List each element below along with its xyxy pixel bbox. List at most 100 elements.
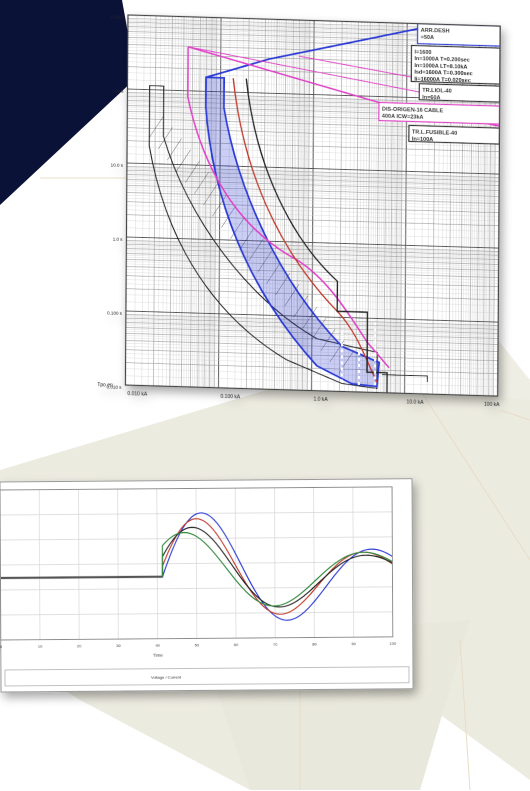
grid-line-v-minor [251, 18, 255, 389]
grid-line-v-minor [388, 22, 392, 393]
grid-line-h-minor [127, 135, 500, 148]
wave-grid-line-h [0, 561, 393, 566]
wave-x-tick-label: 50 [195, 642, 200, 647]
tcc-hatch [176, 149, 191, 172]
grid-line-v-minor [364, 22, 368, 393]
wave-x-tick-label: 90 [351, 641, 356, 646]
grid-line-h-minor [126, 283, 499, 296]
grid-line-v [274, 19, 278, 390]
grid-line-v-minor [396, 23, 400, 394]
grid-line-v-minor [361, 22, 365, 393]
grid-line-h-minor [126, 261, 499, 273]
grid-line-h-minor [126, 249, 499, 262]
tcc-curve-black-right [245, 78, 388, 393]
tcc-legend-line: 400A ICW=23kA [382, 114, 424, 121]
grid-line-v [169, 16, 173, 387]
tcc-y-tick-label: 1000 s [110, 14, 124, 19]
grid-line-h [126, 258, 499, 271]
waveform-x-axis: 0 10 20 30 40 50 60 70 80 90 100 [0, 641, 397, 649]
grid-line-v-minor [265, 19, 269, 390]
tcc-x-tick-label: 0.100 kA [220, 394, 240, 401]
grid-line-v [190, 16, 194, 387]
waveform-caption: Voltage / Current [151, 675, 182, 680]
grid-line-v [400, 23, 404, 394]
tcc-curve-red [232, 78, 378, 383]
grid-line-v-minor [202, 17, 206, 388]
wave-x-tick-label: 100 [389, 641, 396, 646]
tcc-hatch [158, 127, 173, 149]
tcc-y-tick-label: 0.010 s [107, 384, 123, 389]
grid-line-h [126, 214, 499, 227]
grid-line-v-minor [195, 17, 199, 388]
tcc-legend-line: Ii=16000A T=0.020sec [414, 77, 471, 85]
grid-line-v-minor [392, 22, 396, 393]
grid-line-v [395, 23, 399, 394]
tcc-hatch [185, 160, 200, 183]
grid-line-h-minor [125, 375, 498, 388]
grid-line-h [126, 275, 499, 288]
wave-grid-line-h [0, 586, 393, 591]
grid-line-v [339, 21, 343, 392]
waveform-curves [0, 512, 393, 621]
grid-line-h [127, 140, 500, 153]
tcc-legend-line: In=60A [422, 95, 440, 102]
tcc-hatch [149, 115, 164, 138]
tcc-x-tick-label: 0.010 kA [127, 391, 147, 398]
grid-line-h-minor [126, 272, 499, 284]
tcc-hatch [203, 183, 218, 206]
grid-line-h-minor [126, 167, 500, 179]
grid-line-h-minor [126, 255, 499, 267]
waveform-x-label: Time [153, 653, 163, 658]
grid-line-h-minor [126, 227, 499, 240]
grid-line-h-minor [125, 368, 498, 380]
tcc-y-tick-label: 1.0 s [113, 237, 124, 242]
grid-line-v-minor [271, 19, 275, 390]
grid-line-h-minor [126, 187, 500, 199]
wave-x-tick-label: 30 [116, 643, 121, 648]
tcc-legend-line: ARR.DESH [421, 28, 450, 35]
grid-line-h-minor [126, 245, 499, 257]
grid-line-h-minor [126, 241, 499, 253]
grid-line-v [283, 19, 287, 390]
wave-series-line [0, 512, 393, 621]
tcc-legend-line: In=1000A T=0.200sec [414, 56, 469, 64]
tcc-legend-line: In=1000A LT=8.10kA [414, 63, 467, 71]
grid-line-v-minor [134, 15, 138, 386]
tcc-hatch [194, 172, 209, 194]
grid-line-v-minor [327, 21, 331, 392]
grid-line-h-minor [126, 205, 499, 217]
tcc-vertical-markers [340, 322, 377, 393]
grid-line-v-minor [372, 22, 376, 393]
wave-baseline [0, 575, 163, 580]
grid-line-h [126, 179, 500, 191]
grid-line-h-minor [126, 220, 499, 232]
tcc-corner-label: Tpo en [97, 382, 113, 388]
grid-line-h [126, 192, 499, 204]
wave-grid-line-h [0, 536, 393, 541]
grid-line-v-minor [158, 15, 161, 386]
grid-line-h-minor [126, 177, 500, 189]
grid-line-v-minor [352, 21, 356, 392]
grid-line-h-minor [126, 189, 499, 202]
waveform-chart-card: 0 10 20 30 40 50 60 70 80 90 100 Time Voltage / Cu… [0, 478, 414, 693]
wave-x-tick-label: 0 [0, 644, 3, 649]
grid-line-v-minor [147, 15, 151, 386]
grid-line-v-minor [385, 22, 389, 393]
grid-line-h [126, 236, 499, 249]
wave-x-tick-label: 40 [155, 643, 160, 648]
grid-line-h-minor [126, 269, 499, 281]
grid-line-v-minor [192, 16, 196, 388]
grid-line-h-minor [126, 183, 500, 195]
grid-line-v-minor [276, 19, 280, 390]
grid-line-h-minor [126, 209, 499, 222]
grid-line-h [127, 92, 500, 104]
grid-line-v-minor [162, 16, 166, 387]
grid-line-v [404, 23, 408, 394]
grid-line-h-minor [126, 168, 500, 181]
grid-line-v-minor [194, 17, 198, 388]
grid-line-h-minor [126, 242, 499, 255]
